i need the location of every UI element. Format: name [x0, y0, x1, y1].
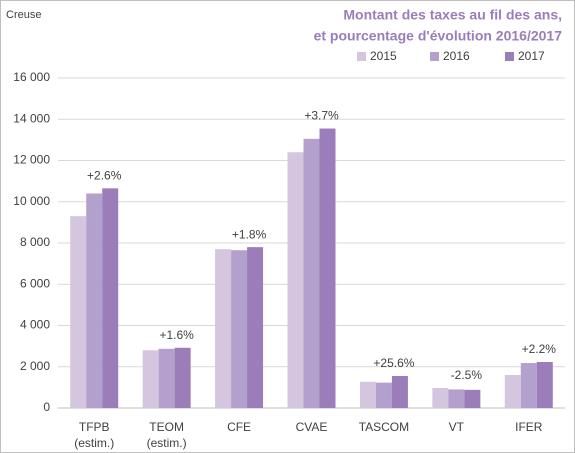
y-tick-label: 0 [43, 400, 50, 414]
bar [391, 376, 408, 408]
y-tick-label: 10 000 [13, 194, 50, 208]
bar [174, 347, 191, 408]
x-tick-label: CFE [227, 420, 251, 434]
annotation: +25.6% [373, 356, 414, 370]
bar [142, 350, 159, 408]
annotation: +1.6% [159, 328, 194, 342]
annotation: +2.2% [522, 342, 557, 356]
annotation: +1.8% [232, 227, 267, 241]
legend-label: 2015 [370, 49, 397, 63]
chart-title: et pourcentage d'évolution 2016/2017 [314, 28, 563, 44]
bar [303, 138, 320, 408]
x-tick-label: CVAE [296, 420, 328, 434]
x-tick-label: TFPB [79, 420, 110, 434]
legend-swatch [430, 52, 439, 61]
y-tick-label: 2 000 [20, 359, 50, 373]
y-tick-label: 14 000 [13, 111, 50, 125]
bar [520, 363, 537, 408]
bar [102, 188, 119, 408]
chart-title: Montant des taxes au fil des ans, [343, 7, 562, 23]
legend-label: 2017 [518, 49, 545, 63]
x-tick-label: IFER [515, 420, 543, 434]
bar [247, 247, 264, 408]
bar [448, 389, 465, 408]
chart-label: Creuse [6, 9, 41, 21]
bar [231, 250, 248, 408]
bar [215, 249, 232, 408]
bar [504, 375, 521, 408]
legend-label: 2016 [443, 49, 470, 63]
legend-swatch [357, 52, 366, 61]
bar [375, 382, 392, 408]
bar [158, 348, 175, 408]
bar [536, 362, 553, 408]
bar [86, 193, 103, 408]
y-tick-label: 12 000 [13, 153, 50, 167]
bar [464, 389, 481, 408]
x-tick-label: TASCOM [359, 420, 409, 434]
bar [70, 216, 87, 408]
legend-swatch [505, 52, 514, 61]
x-tick-label: (estim.) [74, 436, 114, 450]
bar [359, 381, 376, 408]
bar [432, 387, 449, 408]
annotation: -2.5% [451, 368, 483, 382]
bar [287, 152, 304, 408]
x-tick-label: TEOM [149, 420, 184, 434]
annotation: +2.6% [87, 169, 122, 183]
bar [319, 128, 336, 408]
y-tick-label: 8 000 [20, 235, 50, 249]
y-tick-label: 6 000 [20, 276, 50, 290]
y-tick-label: 4 000 [20, 318, 50, 332]
x-tick-label: VT [449, 420, 465, 434]
annotation: +3.7% [304, 109, 339, 123]
x-tick-label: (estim.) [147, 436, 187, 450]
y-tick-label: 16 000 [13, 70, 50, 84]
